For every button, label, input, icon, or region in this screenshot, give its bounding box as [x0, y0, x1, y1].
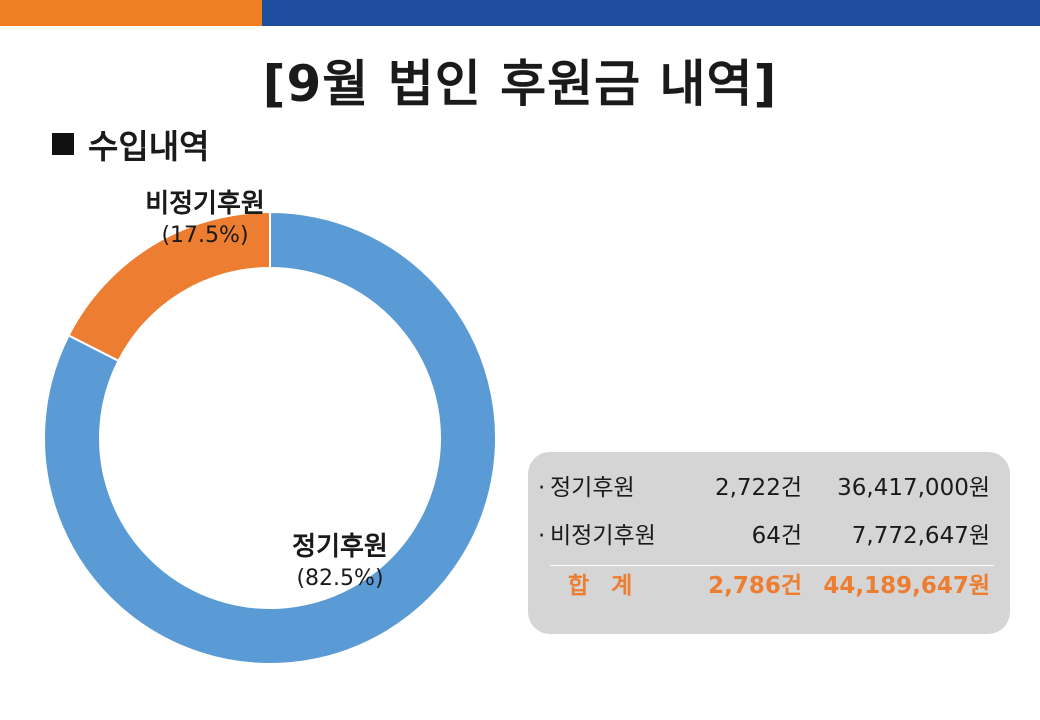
summary-divider [550, 565, 994, 566]
row-bullet: · [538, 475, 546, 501]
top-accent-orange [0, 0, 262, 26]
slice-percent-label: (17.5%) [161, 223, 248, 248]
row-label: 비정기후원 [550, 523, 656, 549]
total-count: 2,786건 [708, 573, 802, 599]
total-amount: 44,189,647원 [823, 573, 990, 599]
square-bullet-icon [52, 133, 74, 155]
section-heading-label: 수입내역 [88, 127, 210, 166]
total-label: 합계 [568, 573, 655, 599]
summary-box: · 정기후원 2,722건 36,417,000원 · 비정기후원 64건 7,… [528, 452, 1010, 634]
summary-row-irregular: · 비정기후원 64건 7,772,647원 [528, 516, 1010, 556]
row-label: 정기후원 [550, 475, 635, 501]
page-title: [9월 법인 후원금 내역] [262, 55, 778, 113]
section-heading: 수입내역 [52, 120, 209, 168]
slice-name-label: 비정기후원 [145, 189, 265, 219]
donut-slice-irregular [67, 210, 271, 363]
row-amount: 7,772,647원 [851, 523, 990, 549]
slice-percent-label: (82.5%) [296, 566, 383, 591]
summary-row-total: 합계 2,786건 44,189,647원 [528, 566, 1010, 606]
summary-row-regular: · 정기후원 2,722건 36,417,000원 [528, 468, 1010, 508]
donut-chart: 정기후원 (82.5%) 비정기후원 (17.5%) [43, 189, 497, 665]
slice-name-label: 정기후원 [292, 532, 388, 562]
top-accent-blue [262, 0, 1040, 26]
top-accent-bar [0, 0, 1040, 26]
row-bullet: · [538, 523, 546, 549]
donut-slice-regular [43, 210, 497, 665]
row-amount: 36,417,000원 [837, 475, 990, 501]
row-count: 2,722건 [714, 475, 802, 501]
row-count: 64건 [751, 523, 802, 549]
